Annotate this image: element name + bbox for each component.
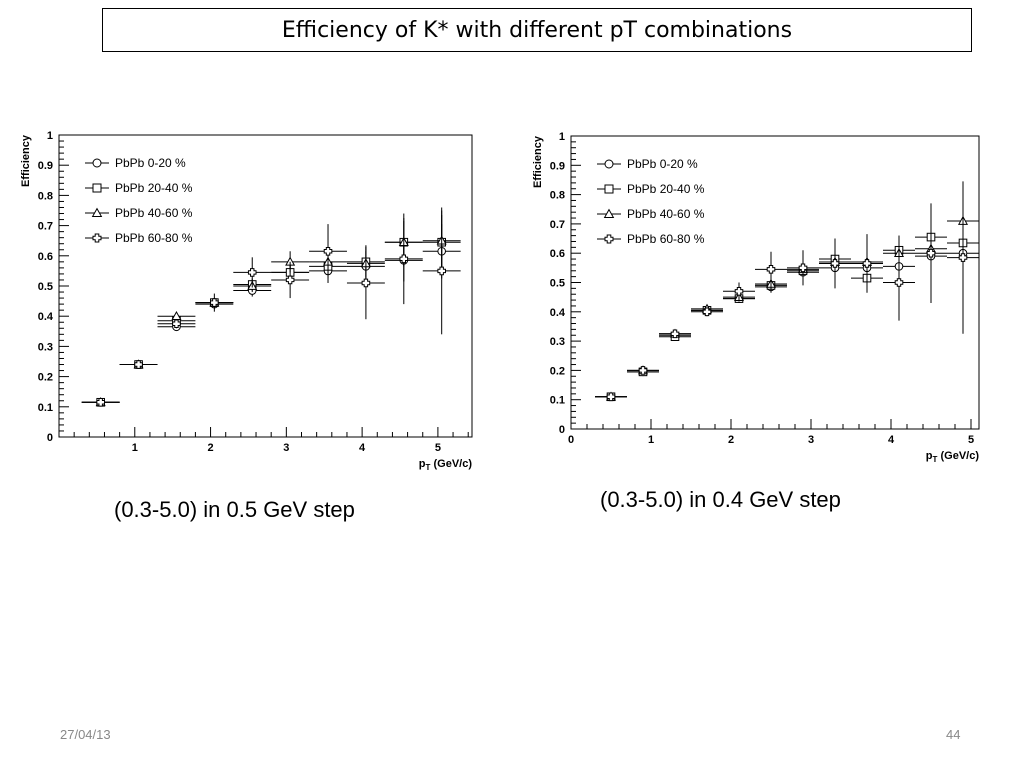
chart0-data-point [96, 397, 105, 407]
caption-left: (0.3-5.0) in 0.5 GeV step [114, 497, 355, 522]
chart1-data-point [606, 392, 616, 402]
chart0-data-point [134, 360, 143, 369]
chart1-data-point [702, 307, 712, 317]
chart0-ytick-label: 0.4 [38, 311, 54, 323]
chart1-legend-label: PbPb 0-20 % [627, 157, 698, 171]
slide-title: Efficiency of K* with different pT combi… [281, 17, 793, 43]
chart1-data-point [894, 278, 904, 287]
chart1-xtick-label: 1 [648, 434, 654, 446]
chart1-data-point [958, 253, 968, 262]
chart1-legend-label: PbPb 20-40 % [627, 182, 705, 196]
chart0-data-point [323, 246, 333, 256]
chart0-data-point [361, 278, 371, 288]
chart0-legend-marker [92, 183, 102, 193]
chart1-y-axis-label: Efficiency [532, 135, 544, 188]
footer-page-number: 44 [946, 727, 961, 742]
chart0-x-axis-label: pT (GeV/c) [419, 458, 473, 472]
chart1-ytick-label: 0.9 [550, 160, 565, 172]
chart0-data-point [210, 298, 219, 307]
chart1-xtick-label: 3 [808, 434, 814, 446]
chart1-data-point [734, 286, 744, 296]
chart0-ytick-label: 0.8 [38, 190, 53, 202]
chart0-legend-label: PbPb 60-80 % [115, 231, 193, 245]
chart0-ytick-label: 0.9 [38, 160, 53, 172]
chart1-x-axis-label: pT (GeV/c) [926, 450, 980, 464]
chart1-ytick-label: 0.8 [550, 190, 565, 202]
chart0-ytick-label: 0.5 [38, 281, 53, 293]
chart0-xtick-label: 3 [283, 442, 289, 454]
chart1-data-point [670, 329, 680, 339]
chart1-ytick-label: 0.4 [550, 307, 566, 319]
chart1-ytick-label: 1 [559, 131, 565, 143]
chart1-xtick-label: 2 [728, 434, 734, 446]
chart1-data-point [766, 265, 776, 274]
chart0-ytick-label: 0.6 [38, 251, 53, 263]
chart0-legend-label: PbPb 0-20 % [115, 156, 186, 170]
chart0-data-point [172, 319, 181, 329]
caption-right: (0.3-5.0) in 0.4 GeV step [600, 487, 841, 512]
chart0-legend-marker [92, 233, 102, 243]
chart0-xtick-label: 2 [207, 442, 213, 454]
chart0-xtick-label: 1 [132, 442, 138, 454]
chart0-legend-marker [91, 207, 103, 218]
chart1-ytick-label: 0.2 [550, 365, 565, 377]
chart1-legend-marker [604, 184, 614, 194]
chart1-ytick-label: 0.7 [550, 219, 565, 231]
chart1-legend-marker [603, 208, 615, 219]
chart0-legend-label: PbPb 20-40 % [115, 181, 193, 195]
efficiency-plot-left: 0 0.1 0.2 0.3 0.4 0.5 0.6 0.7 0.8 0.9 1 1 2 3 4 5 Effici… [10, 128, 480, 478]
slide-title-box: Efficiency of K* with different pT combi… [102, 8, 972, 52]
chart0-legend-marker [92, 158, 102, 168]
chart0-ytick-label: 0.2 [38, 372, 53, 384]
chart0-data-point [437, 266, 446, 276]
chart1-ytick-label: 0.1 [550, 395, 565, 407]
chart0-xtick-label: 4 [359, 442, 366, 454]
chart0-series-3 [81, 207, 461, 407]
chart1-data-point [862, 259, 872, 268]
chart0-ytick-label: 0.7 [38, 221, 53, 233]
chart0-ytick-label: 0.1 [38, 402, 53, 414]
chart1-data-point [798, 263, 808, 273]
chart0-xtick-label: 5 [435, 442, 441, 454]
efficiency-plot-right: 0 0.1 0.2 0.3 0.4 0.5 0.6 0.7 0.8 0.9 1 0 1 2 3 4 5 Effic… [528, 128, 988, 473]
chart1-data-point [926, 248, 936, 258]
chart0-y-axis-label: Efficiency [20, 134, 32, 187]
chart0-data-point [285, 275, 295, 285]
chart1-xtick-label: 4 [888, 434, 895, 446]
chart1-legend-label: PbPb 40-60 % [627, 207, 705, 221]
chart0-ytick-label: 0 [47, 432, 53, 444]
efficiency-plot-left-svg: 0 0.1 0.2 0.3 0.4 0.5 0.6 0.7 0.8 0.9 1 1 2 3 4 5 Effici… [20, 130, 473, 472]
chart1-data-point [638, 366, 648, 375]
chart1-data-point [830, 259, 840, 268]
chart1-ytick-label: 0 [559, 424, 565, 436]
chart0-data-point [247, 268, 257, 277]
chart1-ytick-label: 0.3 [550, 336, 565, 348]
chart1-ytick-label: 0.5 [550, 278, 565, 290]
chart1-xtick-label: 5 [968, 434, 974, 446]
chart0-legend-label: PbPb 40-60 % [115, 206, 193, 220]
chart0-data-point [399, 254, 409, 264]
footer-date: 27/04/13 [60, 727, 111, 742]
chart1-legend-marker [604, 234, 614, 244]
chart1-ytick-label: 0.6 [550, 248, 565, 260]
chart1-legend-marker [604, 159, 614, 169]
chart0-ytick-label: 1 [47, 130, 53, 142]
chart1-series-3 [595, 181, 979, 402]
chart1-legend-label: PbPb 60-80 % [627, 232, 705, 246]
chart0-ytick-label: 0.3 [38, 341, 53, 353]
chart1-xtick-label: 0 [568, 434, 574, 446]
efficiency-plot-right-svg: 0 0.1 0.2 0.3 0.4 0.5 0.6 0.7 0.8 0.9 1 0 1 2 3 4 5 Effic… [532, 131, 980, 464]
